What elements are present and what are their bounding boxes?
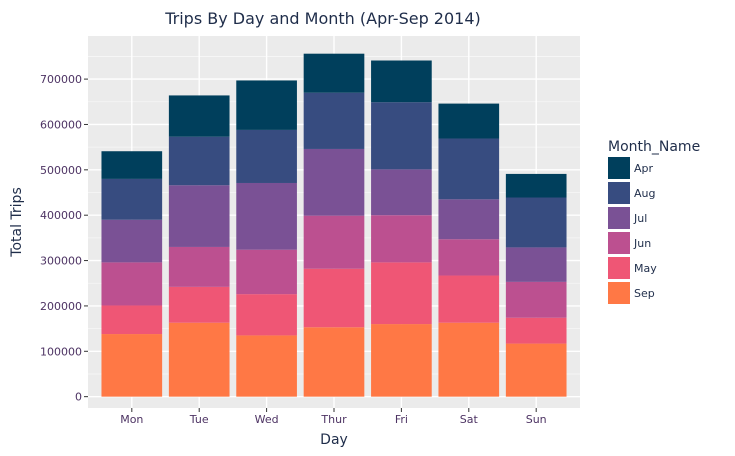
- y-tick-label: 300000: [40, 255, 82, 268]
- bar-may-mon: [101, 305, 163, 335]
- bar-jul-mon: [101, 219, 163, 263]
- bar-jun-wed: [236, 249, 297, 295]
- bar-may-fri: [371, 262, 432, 325]
- x-tick-label: Tue: [189, 413, 209, 426]
- bar-apr-thur: [303, 53, 365, 93]
- bar-may-wed: [236, 294, 297, 336]
- y-axis: 0 100000 200000 300000 400000 500000 600000 700…: [40, 73, 88, 404]
- bar-sep-wed: [236, 335, 297, 397]
- legend-label-apr: Apr: [634, 162, 654, 175]
- bar-apr-mon: [101, 151, 163, 179]
- x-tick-label: Mon: [120, 413, 143, 426]
- y-tick-label: 400000: [40, 209, 82, 222]
- legend-swatch-may: [608, 257, 630, 279]
- bar-aug-wed: [236, 129, 297, 183]
- x-tick-label: Sun: [526, 413, 547, 426]
- bar-apr-fri: [371, 60, 432, 103]
- chart-title: Trips By Day and Month (Apr-Sep 2014): [164, 9, 481, 28]
- bar-may-tue: [168, 286, 230, 323]
- bar-jul-sun: [505, 247, 567, 282]
- bar-apr-sun: [505, 173, 567, 198]
- legend-swatch-jun: [608, 232, 630, 254]
- bar-apr-tue: [168, 95, 230, 137]
- y-tick-label: 100000: [40, 345, 82, 358]
- bar-sep-tue: [168, 322, 230, 397]
- bar-jul-sat: [438, 199, 500, 240]
- bar-sep-sat: [438, 322, 500, 397]
- bar-sep-fri: [371, 324, 432, 397]
- y-tick-label: 500000: [40, 164, 82, 177]
- x-tick-label: Fri: [395, 413, 408, 426]
- legend-swatch-aug: [608, 182, 630, 204]
- bar-aug-mon: [101, 178, 163, 220]
- bar-aug-thur: [303, 92, 365, 149]
- bar-jul-fri: [371, 169, 432, 216]
- y-tick-label: 200000: [40, 300, 82, 313]
- x-tick-label: Thur: [320, 413, 347, 426]
- x-tick-label: Wed: [255, 413, 279, 426]
- bar-jun-mon: [101, 262, 163, 306]
- bar-jun-sat: [438, 239, 500, 276]
- bar-jul-thur: [303, 148, 365, 216]
- legend: Month_Name Apr Aug Jul Jun May Sep: [608, 139, 700, 304]
- legend-swatch-jul: [608, 207, 630, 229]
- legend-swatch-apr: [608, 157, 630, 179]
- legend-label-aug: Aug: [634, 187, 655, 200]
- bar-jul-wed: [236, 182, 297, 250]
- bar-jul-tue: [168, 185, 230, 247]
- bar-apr-wed: [236, 80, 297, 130]
- bars: [101, 53, 567, 397]
- x-tick-label: Sat: [460, 413, 479, 426]
- y-tick-label: 600000: [40, 118, 82, 131]
- bar-may-thur: [303, 268, 365, 328]
- bar-aug-fri: [371, 102, 432, 170]
- x-axis-title: Day: [320, 432, 348, 448]
- legend-title: Month_Name: [608, 139, 700, 155]
- legend-label-jun: Jun: [633, 237, 651, 250]
- bar-aug-tue: [168, 136, 230, 186]
- bar-jun-tue: [168, 246, 230, 287]
- y-tick-label: 0: [75, 391, 82, 404]
- bar-jun-sun: [505, 281, 567, 318]
- bar-jun-thur: [303, 215, 365, 269]
- bar-jun-fri: [371, 215, 432, 263]
- legend-label-may: May: [634, 262, 657, 275]
- legend-label-sep: Sep: [634, 287, 655, 300]
- bar-aug-sun: [505, 197, 567, 248]
- bar-may-sat: [438, 275, 500, 323]
- bar-sep-sun: [505, 343, 567, 397]
- x-axis: Mon Tue Wed Thur Fri Sat Sun: [120, 408, 547, 426]
- bar-may-sun: [505, 317, 567, 344]
- y-axis-title: Total Trips: [9, 187, 25, 257]
- bar-aug-sat: [438, 138, 500, 200]
- legend-label-jul: Jul: [633, 212, 647, 225]
- legend-swatch-sep: [608, 282, 630, 304]
- y-tick-label: 700000: [40, 73, 82, 86]
- bar-sep-thur: [303, 327, 365, 397]
- bar-apr-sat: [438, 103, 500, 139]
- bar-sep-mon: [101, 334, 163, 397]
